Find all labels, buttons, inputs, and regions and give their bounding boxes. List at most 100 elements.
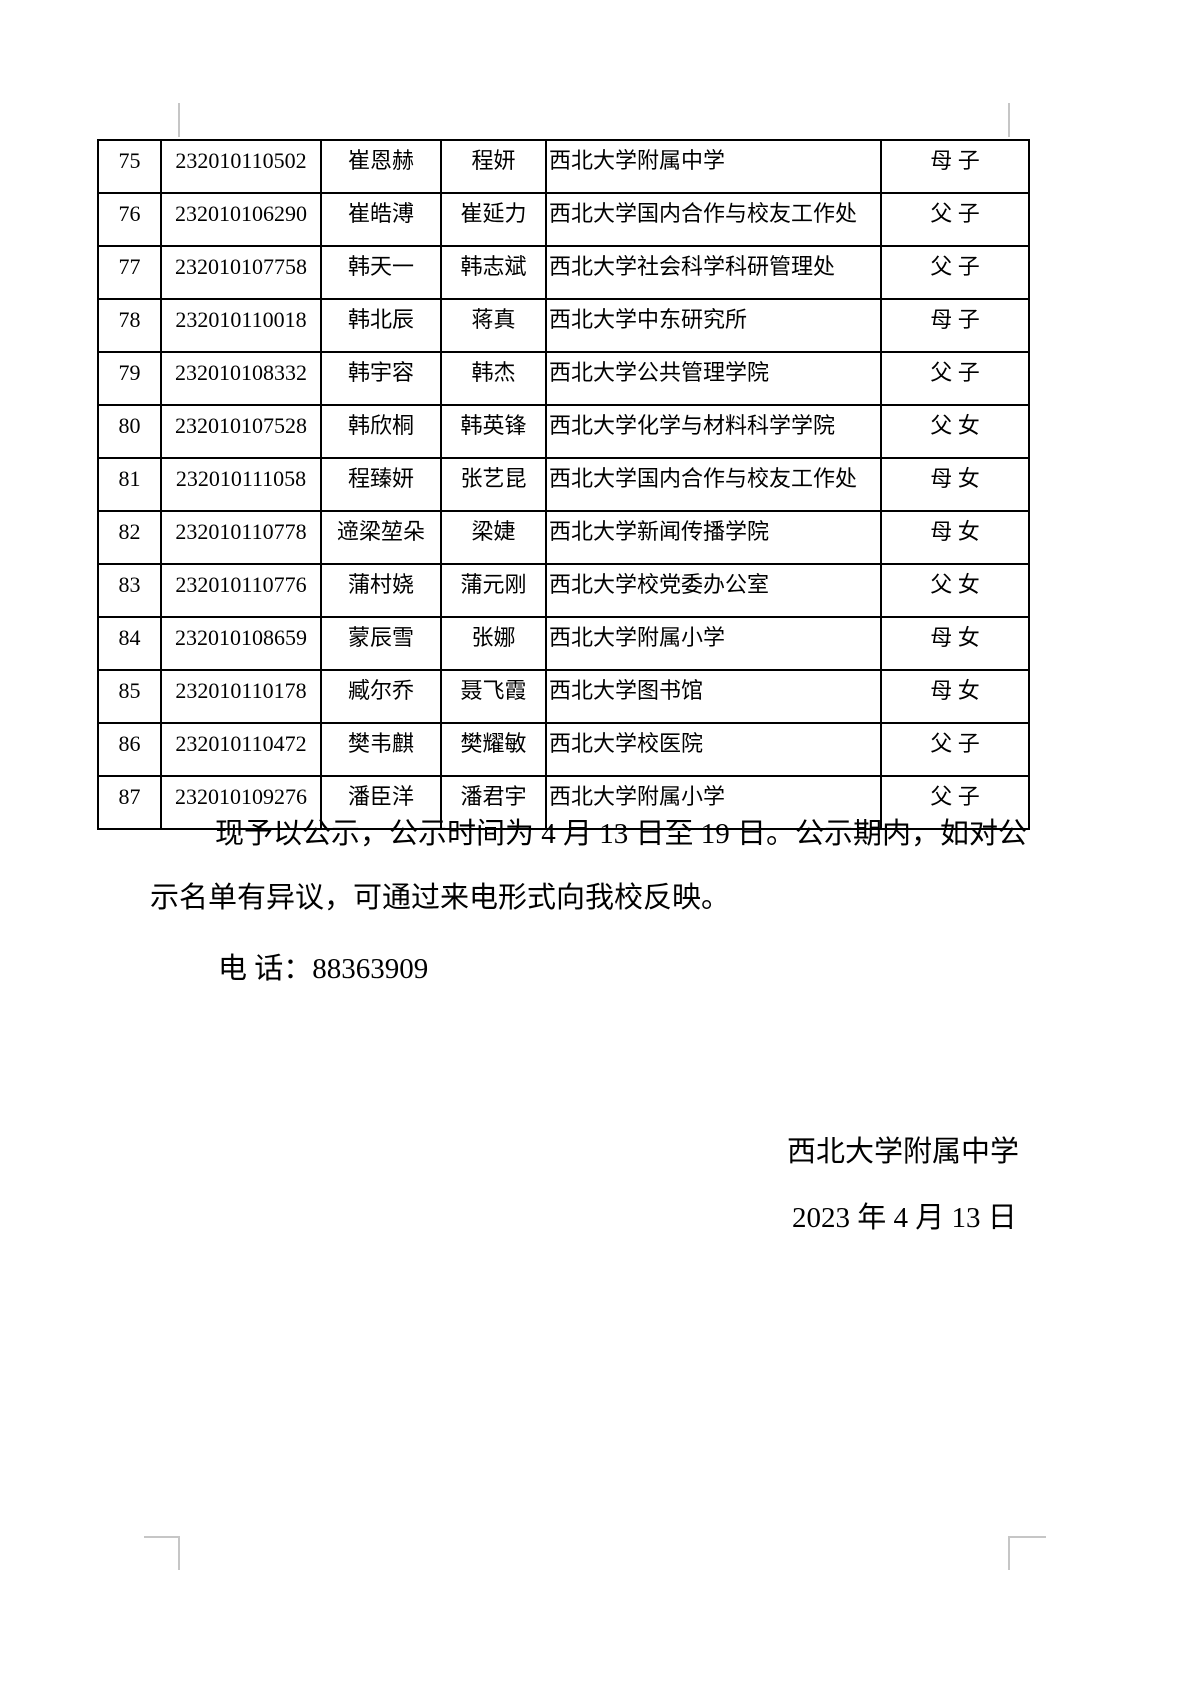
cell-row-number: 76 (97, 192, 162, 247)
roster-table: 75 232010110502 崔恩赫 程妍 西北大学附属中学母 子 76 23201010… (97, 139, 1030, 830)
roster-table-body: 75 232010110502 崔恩赫 程妍 西北大学附属中学母 子 76 23201010… (97, 139, 1030, 830)
cell-student-name: 蒙辰雪 (320, 616, 442, 671)
cell-student-name: 遆梁堃朵 (320, 510, 442, 565)
cell-work-unit: 西北大学新闻传播学院 (545, 510, 882, 565)
cell-exam-id: 232010106290 (160, 192, 322, 247)
cell-exam-id: 232010110776 (160, 563, 322, 618)
cell-exam-id: 232010108332 (160, 351, 322, 406)
cell-work-unit: 西北大学中东研究所 (545, 298, 882, 353)
cell-relation: 父 子 (880, 192, 1030, 247)
cell-student-name: 崔恩赫 (320, 139, 442, 194)
cell-row-number: 83 (97, 563, 162, 618)
phone-line: 电 话：88363909 (218, 953, 429, 985)
table-row: 83 232010110776 蒲村娆 蒲元刚 西北大学校党委办公室父 女 (97, 563, 1030, 618)
cell-student-name: 程臻妍 (320, 457, 442, 512)
cell-parent-name: 张娜 (440, 616, 547, 671)
cell-student-name: 韩欣桐 (320, 404, 442, 459)
cell-student-name: 韩宇容 (320, 351, 442, 406)
cell-row-number: 80 (97, 404, 162, 459)
cell-work-unit: 西北大学国内合作与校友工作处 (545, 457, 882, 512)
table-row: 75 232010110502 崔恩赫 程妍 西北大学附属中学母 子 (97, 139, 1030, 194)
table-row: 78 232010110018 韩北辰 蒋真 西北大学中东研究所母 子 (97, 298, 1030, 353)
cell-parent-name: 蒋真 (440, 298, 547, 353)
margin-mark-bottom-right-tick (1008, 1536, 1046, 1538)
margin-mark-top-right (1008, 103, 1010, 137)
margin-mark-bottom-right (1008, 1536, 1010, 1570)
cell-work-unit: 西北大学附属小学 (545, 616, 882, 671)
cell-work-unit: 西北大学社会科学科研管理处 (545, 245, 882, 300)
margin-mark-bottom-left (144, 1536, 180, 1538)
cell-relation: 父 女 (880, 404, 1030, 459)
table-row: 76 232010106290 崔皓溥 崔延力 西北大学国内合作与校友工作处父 子 (97, 192, 1030, 247)
cell-exam-id: 232010107528 (160, 404, 322, 459)
cell-student-name: 樊韦麒 (320, 722, 442, 777)
cell-work-unit: 西北大学校党委办公室 (545, 563, 882, 618)
cell-parent-name: 梁婕 (440, 510, 547, 565)
table-row: 86 232010110472 樊韦麒 樊耀敏 西北大学校医院父 子 (97, 722, 1030, 777)
cell-parent-name: 潘君宇 (440, 775, 547, 830)
cell-student-name: 韩天一 (320, 245, 442, 300)
cell-relation: 父 子 (880, 245, 1030, 300)
cell-exam-id: 232010109276 (160, 775, 322, 830)
signature-date: 2023 年 4 月 13 日 (792, 1202, 1017, 1234)
cell-exam-id: 232010110502 (160, 139, 322, 194)
table-row: 87 232010109276 潘臣洋 潘君宇 西北大学附属小学父 子 (97, 775, 1030, 830)
cell-relation: 父 子 (880, 722, 1030, 777)
cell-work-unit: 西北大学化学与材料科学学院 (545, 404, 882, 459)
cell-row-number: 85 (97, 669, 162, 724)
cell-relation: 父 女 (880, 563, 1030, 618)
cell-relation: 母 女 (880, 457, 1030, 512)
cell-parent-name: 韩志斌 (440, 245, 547, 300)
cell-row-number: 78 (97, 298, 162, 353)
cell-exam-id: 232010110178 (160, 669, 322, 724)
cell-exam-id: 232010110472 (160, 722, 322, 777)
cell-exam-id: 232010111058 (160, 457, 322, 512)
cell-student-name: 韩北辰 (320, 298, 442, 353)
cell-row-number: 82 (97, 510, 162, 565)
margin-mark-bottom-left-tick (178, 1536, 180, 1570)
cell-row-number: 81 (97, 457, 162, 512)
cell-work-unit: 西北大学公共管理学院 (545, 351, 882, 406)
cell-relation: 父 子 (880, 351, 1030, 406)
table-row: 85 232010110178 臧尔乔 聂飞霞 西北大学图书馆母 女 (97, 669, 1030, 724)
cell-parent-name: 程妍 (440, 139, 547, 194)
cell-exam-id: 232010110778 (160, 510, 322, 565)
signature-org: 西北大学附属中学 (787, 1136, 1020, 1168)
cell-relation: 母 子 (880, 139, 1030, 194)
cell-row-number: 77 (97, 245, 162, 300)
cell-parent-name: 蒲元刚 (440, 563, 547, 618)
cell-student-name: 臧尔乔 (320, 669, 442, 724)
cell-work-unit: 西北大学校医院 (545, 722, 882, 777)
cell-parent-name: 樊耀敏 (440, 722, 547, 777)
notice-line-1: 现予以公示，公示时间为 4 月 13 日至 19 日。公示期内，如对公 (215, 818, 1028, 850)
cell-work-unit: 西北大学国内合作与校友工作处 (545, 192, 882, 247)
cell-exam-id: 232010107758 (160, 245, 322, 300)
cell-relation: 母 子 (880, 298, 1030, 353)
cell-row-number: 86 (97, 722, 162, 777)
cell-parent-name: 张艺昆 (440, 457, 547, 512)
cell-parent-name: 聂飞霞 (440, 669, 547, 724)
cell-work-unit: 西北大学附属中学 (545, 139, 882, 194)
notice-line-2: 示名单有异议，可通过来电形式向我校反映。 (150, 882, 731, 914)
table-row: 84 232010108659 蒙辰雪 张娜 西北大学附属小学母 女 (97, 616, 1030, 671)
cell-work-unit: 西北大学附属小学 (545, 775, 882, 830)
cell-parent-name: 韩杰 (440, 351, 547, 406)
table-row: 82 232010110778 遆梁堃朵 梁婕 西北大学新闻传播学院母 女 (97, 510, 1030, 565)
table-row: 81 232010111058 程臻妍 张艺昆 西北大学国内合作与校友工作处母 女 (97, 457, 1030, 512)
cell-parent-name: 崔延力 (440, 192, 547, 247)
cell-work-unit: 西北大学图书馆 (545, 669, 882, 724)
margin-mark-top-left (178, 103, 180, 137)
cell-parent-name: 韩英锋 (440, 404, 547, 459)
cell-relation: 父 子 (880, 775, 1030, 830)
table-row: 80 232010107528 韩欣桐 韩英锋 西北大学化学与材料科学学院父 女 (97, 404, 1030, 459)
cell-student-name: 蒲村娆 (320, 563, 442, 618)
table-row: 79 232010108332 韩宇容 韩杰 西北大学公共管理学院父 子 (97, 351, 1030, 406)
cell-relation: 母 女 (880, 669, 1030, 724)
cell-exam-id: 232010110018 (160, 298, 322, 353)
cell-row-number: 84 (97, 616, 162, 671)
cell-row-number: 75 (97, 139, 162, 194)
table-row: 77 232010107758 韩天一 韩志斌 西北大学社会科学科研管理处父 子 (97, 245, 1030, 300)
cell-exam-id: 232010108659 (160, 616, 322, 671)
cell-student-name: 崔皓溥 (320, 192, 442, 247)
